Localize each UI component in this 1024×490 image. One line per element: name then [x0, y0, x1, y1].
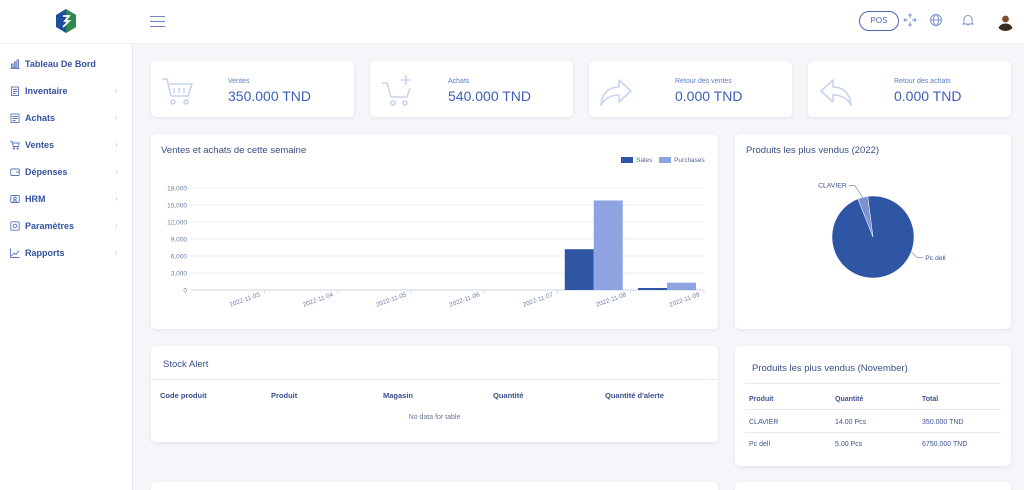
- pos-button[interactable]: POS: [859, 11, 899, 31]
- chevron-right-icon: ›: [115, 113, 118, 122]
- divider: [745, 383, 1001, 384]
- top-products-year-title: Produits les plus vendus (2022): [746, 145, 880, 156]
- fullscreen-icon[interactable]: [903, 13, 917, 27]
- sidebar: Tableau De Bord Inventaire › Achats › Ve…: [0, 44, 133, 490]
- purchases-icon: [10, 113, 20, 123]
- col-quantite[interactable]: Quantité: [493, 391, 524, 400]
- legend-purchases-swatch: [659, 157, 672, 164]
- sidebar-item-ventes[interactable]: Ventes ›: [0, 137, 133, 155]
- chevron-right-icon: ›: [115, 86, 118, 95]
- y-tick-label: 15,000: [167, 202, 187, 209]
- stat-card-ventes[interactable]: Ventes 350.000 TND: [151, 61, 354, 117]
- sidebar-item-achats[interactable]: Achats ›: [0, 110, 133, 128]
- sidebar-item-parametres[interactable]: Paramètres ›: [0, 218, 133, 236]
- pie-leader-line: [911, 251, 924, 258]
- x-tick-label: 2022-11-03: [229, 291, 262, 309]
- legend-sales-swatch: [621, 157, 633, 164]
- menu-toggle-icon[interactable]: [150, 16, 165, 27]
- divider: [151, 379, 718, 380]
- sidebar-item-dashboard[interactable]: Tableau De Bord: [0, 56, 133, 74]
- sidebar-item-rapports[interactable]: Rapports ›: [0, 245, 133, 263]
- users-icon: [10, 195, 20, 203]
- col-code-produit[interactable]: Code produit: [160, 391, 207, 400]
- chevron-right-icon: ›: [115, 248, 118, 257]
- y-tick-label: 3,000: [171, 270, 188, 277]
- legend-purchases-label: Purchases: [674, 157, 705, 164]
- chevron-right-icon: ›: [115, 140, 118, 149]
- bottom-card-left: [151, 482, 718, 490]
- app-logo[interactable]: [55, 8, 77, 34]
- y-tick-label: 0: [183, 287, 187, 294]
- report-chart-icon: [10, 248, 20, 258]
- top-products-month-title: Produits les plus vendus (November): [752, 363, 908, 374]
- cart-plus-icon: [382, 75, 411, 106]
- col-magasin[interactable]: Magasin: [383, 391, 414, 400]
- row-2-total: 6750.000 TND: [922, 441, 968, 448]
- divider: [745, 409, 1001, 410]
- settings-icon: [10, 221, 20, 231]
- back-arrow-icon: [820, 79, 852, 106]
- inventory-icon: [11, 86, 19, 96]
- x-tick-label: 2022-11-04: [302, 291, 335, 309]
- col-produit[interactable]: Produit: [271, 391, 298, 400]
- x-tick-label: 2022-11-07: [522, 291, 555, 309]
- x-tick-label: 2022-11-08: [595, 291, 628, 309]
- bottom-card-right: [735, 482, 1011, 490]
- pie-slice-pc-dell[interactable]: [831, 195, 915, 279]
- x-tick-label: 2022-11-09: [668, 291, 701, 309]
- chart-legend: Sales Purchases: [621, 157, 705, 164]
- y-tick-label: 12,000: [167, 219, 187, 226]
- weekly-chart-card: Ventes et achats de cette semaine Sales …: [151, 134, 718, 329]
- stock-alert-card: Stock Alert Code produit Produit Magasin…: [151, 346, 718, 442]
- col-quantite[interactable]: Quantité: [835, 396, 864, 403]
- col-quantite-alerte[interactable]: Quantité d'alerte: [605, 391, 664, 400]
- sidebar-item-hrm[interactable]: HRM ›: [0, 191, 133, 209]
- pie-label: Pc dell: [925, 255, 946, 262]
- row-2-produit: Pc dell: [749, 441, 771, 448]
- row-1-quantite: 14.00 Pcs: [835, 419, 867, 426]
- col-total[interactable]: Total: [922, 396, 939, 403]
- stat-card-retour-achats[interactable]: Retour des achats 0.000 TND: [808, 61, 1011, 117]
- y-tick-label: 18,000: [167, 185, 187, 192]
- bar-sales[interactable]: [564, 249, 594, 290]
- sidebar-item-inventaire[interactable]: Inventaire ›: [0, 83, 133, 101]
- y-tick-label: 6,000: [171, 253, 188, 260]
- cart-icon: [10, 141, 20, 150]
- x-tick-label: 2022-11-05: [375, 291, 408, 309]
- chevron-right-icon: ›: [115, 221, 118, 230]
- forward-arrow-icon: [600, 79, 632, 106]
- cart-icon: [162, 78, 194, 105]
- row-1-total: 350.000 TND: [922, 419, 964, 426]
- bar-purchases[interactable]: [593, 200, 623, 290]
- divider: [745, 432, 1001, 433]
- stat-card-retour-ventes[interactable]: Retour des ventes 0.000 TND: [589, 61, 792, 117]
- wallet-icon: [10, 168, 20, 176]
- row-1-produit: CLAVIER: [749, 419, 779, 426]
- bar-sales[interactable]: [638, 288, 668, 290]
- col-produit[interactable]: Produit: [749, 396, 774, 403]
- sidebar-item-depenses[interactable]: Dépenses ›: [0, 164, 133, 182]
- top-products-pie-chart: CLAVIER Pc dell: [818, 182, 946, 279]
- chevron-right-icon: ›: [115, 167, 118, 176]
- stock-alert-title: Stock Alert: [163, 359, 209, 370]
- empty-table-message: No data for table: [408, 414, 461, 421]
- weekly-bar-chart: 0 3,000 6,000 9,000 12,000 15,000 18,000 2022-1…: [167, 185, 705, 309]
- y-tick-label: 9,000: [171, 236, 188, 243]
- user-avatar[interactable]: [996, 12, 1015, 31]
- pie-leader-line: [848, 185, 863, 198]
- chevron-right-icon: ›: [115, 194, 118, 203]
- stat-card-achats[interactable]: Achats 540.000 TND: [370, 61, 573, 117]
- bar-purchases[interactable]: [667, 282, 697, 290]
- top-products-month-card: Produits les plus vendus (November) Prod…: [735, 346, 1011, 466]
- legend-sales-label: Sales: [636, 157, 653, 164]
- notification-bell-icon[interactable]: [961, 13, 975, 27]
- dashboard-icon: [10, 59, 20, 69]
- top-bar: POS: [0, 0, 1024, 44]
- x-tick-label: 2022-11-06: [449, 291, 482, 309]
- top-products-year-card: Produits les plus vendus (2022) CLAVIER P…: [735, 134, 1011, 329]
- row-2-quantite: 5.00 Pcs: [835, 441, 863, 448]
- pie-label: CLAVIER: [818, 182, 847, 189]
- weekly-chart-title: Ventes et achats de cette semaine: [161, 145, 307, 156]
- language-globe-icon[interactable]: [929, 13, 943, 27]
